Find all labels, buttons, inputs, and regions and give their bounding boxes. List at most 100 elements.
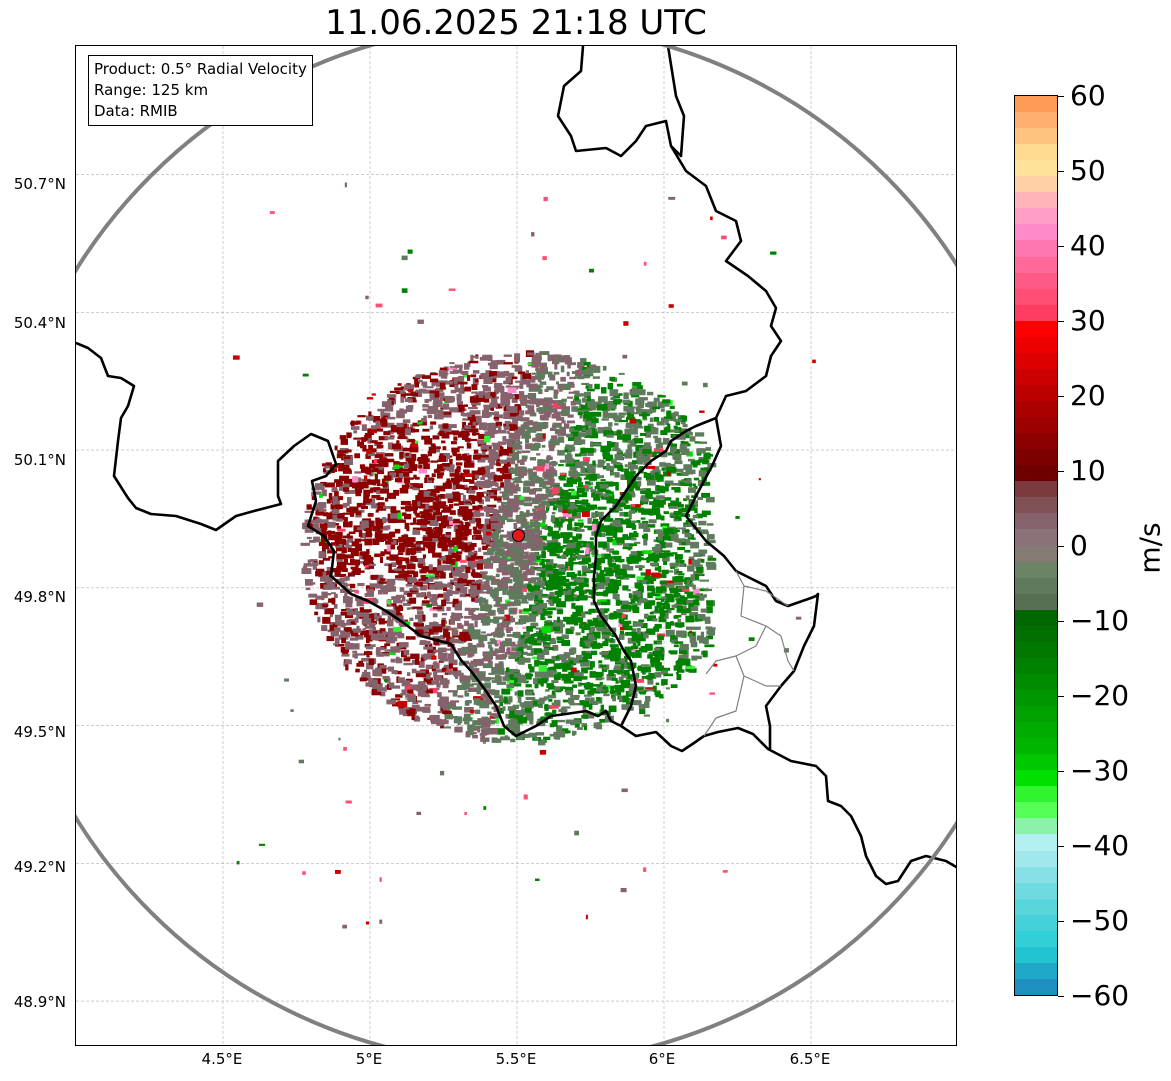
echo-pixel [528, 535, 534, 541]
echo-pixel [472, 355, 479, 358]
echo-pixel [437, 380, 448, 384]
echo-pixel [531, 542, 541, 548]
echo-pixel [346, 432, 351, 439]
echo-pixel [603, 518, 614, 522]
echo-pixel [381, 631, 387, 636]
echo-pixel [653, 647, 661, 651]
echo-pixel [582, 635, 591, 641]
echo-pixel [596, 697, 601, 702]
echo-pixel [370, 644, 376, 648]
echo-pixel [644, 573, 651, 578]
echo-pixel [552, 488, 559, 495]
echo-pixel [526, 426, 537, 433]
echo-pixel [681, 507, 686, 511]
echo-pixel [677, 527, 686, 530]
echo-pixel [639, 631, 649, 639]
echo-pixel [320, 606, 328, 610]
echo-pixel [394, 468, 402, 474]
echo-pixel [442, 710, 452, 714]
echo-pixel [425, 574, 435, 577]
echo-pixel [592, 518, 599, 525]
echo-pixel [469, 593, 476, 598]
radar-map[interactable] [75, 45, 957, 1046]
echo-pixel [507, 555, 511, 560]
echo-pixel [402, 419, 411, 424]
echo-pixel [528, 474, 535, 481]
echo-pixel [442, 682, 449, 689]
echo-pixel [542, 564, 552, 569]
echo-pixel [615, 658, 626, 663]
echo-pixel [685, 583, 694, 587]
echo-pixel [693, 571, 703, 575]
echo-pixel [528, 579, 537, 584]
echo-pixel [491, 737, 498, 743]
echo-pixel [596, 404, 607, 411]
echo-pixel [600, 601, 609, 605]
echo-pixel [340, 588, 346, 593]
echo-pixel [403, 477, 411, 484]
echo-pixel [632, 643, 637, 647]
echo-pixel [532, 500, 539, 504]
echo-pixel [549, 461, 558, 465]
echo-pixel [679, 560, 685, 564]
echo-pixel [304, 529, 314, 533]
echo-pixel [575, 370, 583, 377]
echo-pixel [489, 647, 494, 653]
echo-pixel [494, 389, 499, 395]
echo-pixel [452, 590, 460, 595]
echo-pixel [469, 428, 479, 433]
echo-pixel [531, 642, 542, 646]
echo-pixel [701, 510, 708, 515]
echo-pixel [348, 432, 352, 438]
echo-pixel [693, 477, 700, 481]
echo-pixel [544, 525, 552, 530]
echo-pixel [584, 583, 589, 587]
echo-pixel [563, 652, 571, 659]
echo-pixel [692, 514, 699, 518]
echo-pixel [552, 645, 559, 651]
echo-pixel [493, 604, 502, 607]
echo-pixel [675, 558, 679, 565]
echo-pixel [301, 568, 312, 574]
echo-pixel [376, 503, 381, 507]
echo-pixel [561, 634, 569, 640]
echo-pixel [327, 577, 331, 583]
echo-pixel [344, 479, 348, 487]
echo-pixel [513, 588, 523, 595]
echo-pixel [426, 689, 433, 694]
echo-pixel [543, 648, 550, 652]
echo-pixel [666, 410, 672, 417]
echo-pixel [434, 575, 439, 578]
echo-pixel [612, 448, 621, 452]
echo-pixel [490, 516, 500, 522]
echo-pixel [347, 572, 355, 577]
echo-pixel [707, 555, 713, 559]
echo-pixel [663, 511, 669, 515]
echo-pixel [464, 425, 474, 429]
echo-pixel [342, 512, 351, 515]
echo-pixel [587, 463, 597, 468]
echo-pixel [484, 506, 488, 512]
echo-pixel [374, 425, 381, 430]
echo-pixel [517, 674, 525, 678]
echo-pixel [439, 400, 443, 407]
echo-pixel [384, 563, 392, 567]
echo-pixel [502, 576, 510, 580]
echo-pixel [656, 596, 667, 599]
echo-pixel [543, 642, 551, 645]
echo-pixel [417, 689, 425, 697]
echo-pixel [592, 420, 597, 428]
echo-pixel [329, 625, 337, 631]
echo-pixel [582, 397, 586, 403]
echo-pixel [540, 649, 550, 655]
echo-pixel [612, 539, 621, 543]
echo-pixel [578, 590, 585, 596]
echo-pixel [460, 382, 465, 388]
echo-pixel [487, 619, 494, 623]
echo-pixel [648, 552, 656, 559]
echo-pixel [499, 565, 510, 569]
echo-pixel [498, 450, 503, 457]
echo-pixel [438, 501, 447, 507]
echo-pixel [480, 372, 489, 380]
echo-pixel [351, 482, 357, 489]
